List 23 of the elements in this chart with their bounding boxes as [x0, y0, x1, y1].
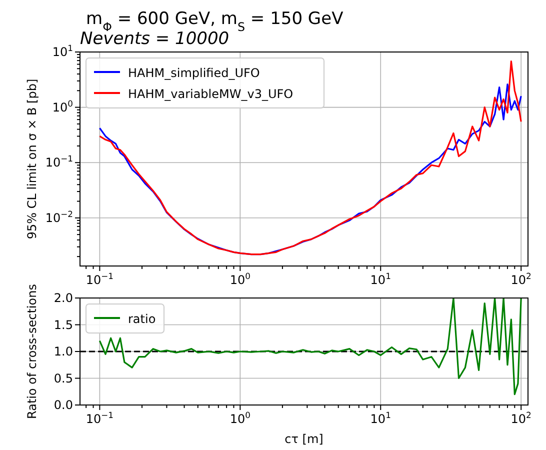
- y-tick-label: 2.0: [54, 291, 73, 305]
- y-axis-title: 95% CL limit on σ × B [pb]: [25, 78, 39, 240]
- x-tick-label: 10$^{2}$: [510, 271, 532, 287]
- x-tick-label: 10$^{2}$: [510, 410, 532, 426]
- legend-label: ratio: [128, 312, 156, 326]
- x-tick-label: 10$^{−1}$: [86, 410, 114, 426]
- y-tick-label: 10$^{1}$: [52, 43, 73, 59]
- y-tick-label: 1.0: [54, 344, 73, 358]
- x-tick-label: 10$^{0}$: [230, 410, 250, 426]
- x-tick-label: 10$^{0}$: [230, 271, 250, 287]
- y-tick-label: 10$^{0}$: [52, 98, 73, 114]
- x-tick-label: 10$^{−1}$: [86, 271, 114, 287]
- x-tick-label: 10$^{1}$: [370, 271, 391, 287]
- legend-label: HAHM_variableMW_v3_UFO: [128, 87, 294, 101]
- y-tick-label: 0.0: [54, 398, 73, 412]
- x-axis-title: cτ [m]: [284, 432, 324, 446]
- y-tick-label: 1.5: [54, 318, 73, 332]
- y-axis-title: Ratio of cross-sections: [25, 284, 39, 419]
- x-tick-label: 10$^{1}$: [370, 410, 391, 426]
- y-tick-label: 0.5: [54, 371, 73, 386]
- legend-label: HAHM_simplified_UFO: [128, 66, 260, 80]
- y-tick-label: 10$^{−2}$: [45, 208, 73, 225]
- y-tick-label: 10$^{−1}$: [45, 154, 73, 170]
